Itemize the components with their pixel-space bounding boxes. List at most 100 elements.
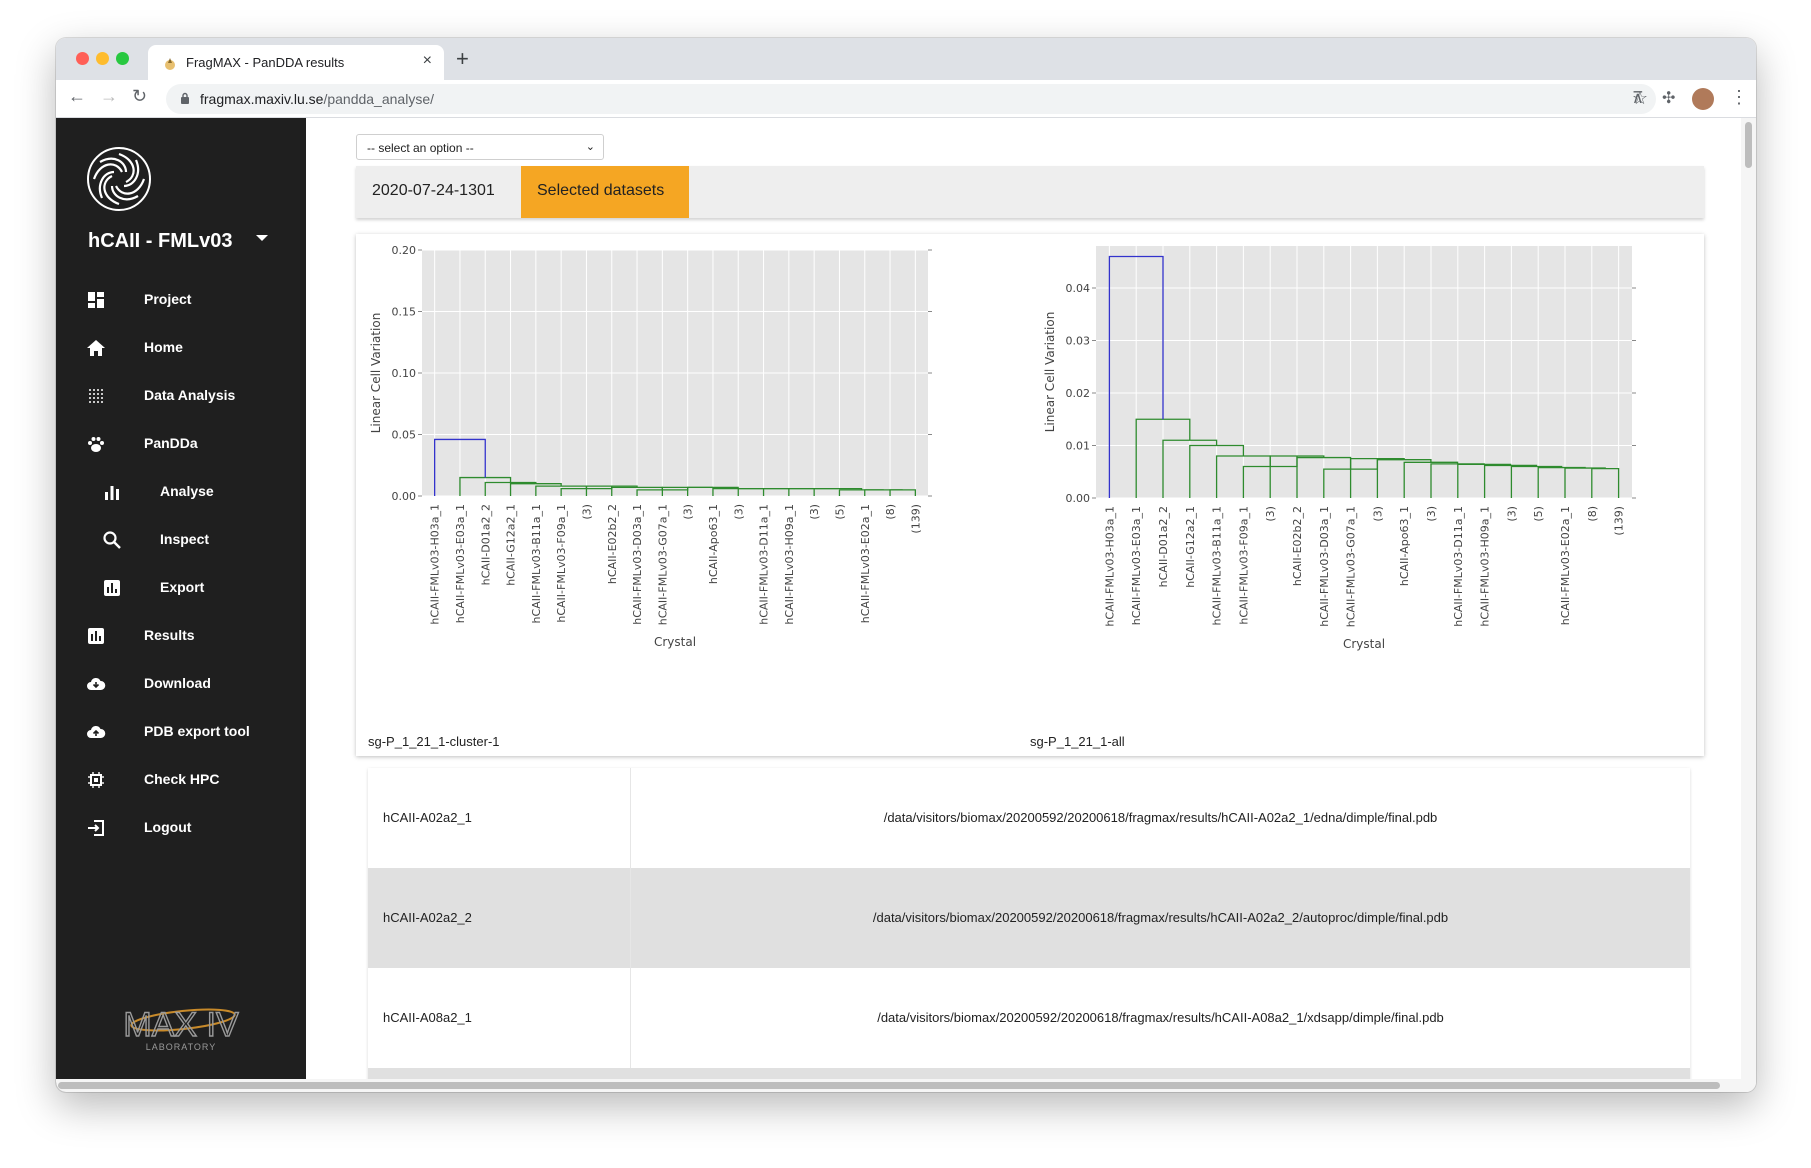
leaf-label: hCAII-FMLv03-G07a_1 — [656, 504, 669, 625]
leaf-label: hCAII-FMLv03-D03a_1 — [1318, 506, 1331, 627]
sidebar-item-data-analysis[interactable]: Data Analysis — [56, 376, 306, 416]
leaf-label: (3) — [1371, 506, 1384, 522]
sidebar-item-label: PDB export tool — [144, 723, 250, 739]
logout-icon — [88, 820, 104, 836]
sidebar-item-logout[interactable]: Logout — [56, 808, 306, 848]
search-icon — [103, 531, 121, 549]
y-tick-label: 0.04 — [1066, 282, 1091, 295]
scrollbar-thumb[interactable] — [58, 1082, 1720, 1089]
browser-window: FragMAX - PanDDA results × + ← → ↻ fragm… — [56, 38, 1756, 1092]
cloud-upload-icon — [87, 725, 106, 738]
address-bar[interactable]: fragmax.maxiv.lu.se/pandda_analyse/ ☆ — [166, 84, 1656, 114]
horizontal-scrollbar[interactable] — [56, 1079, 1741, 1092]
sidebar-item-inspect[interactable]: Inspect — [56, 520, 306, 560]
leaf-label: hCAII-FMLv03-H09a_1 — [783, 504, 796, 625]
browser-tab[interactable]: FragMAX - PanDDA results × — [148, 45, 444, 80]
table-row[interactable]: hCAII-A02a2_2 /data/visitors/biomax/2020… — [368, 868, 1690, 968]
leaf-label: hCAII-FMLv03-F09a_1 — [555, 504, 568, 623]
chart-box-icon — [104, 580, 120, 596]
dataset-select[interactable]: -- select an option -- ⌄ — [356, 134, 604, 160]
dendrogram-plots: 0.00 0.05 0.10 0.15 0.20 hCAII-FMLv03-H03a_1 h… — [369, 244, 1636, 651]
forward-icon[interactable]: → — [100, 86, 118, 106]
sidebar-item-project[interactable]: Project — [56, 280, 306, 320]
vertical-scrollbar[interactable] — [1741, 118, 1756, 1092]
url-text: fragmax.maxiv.lu.se/pandda_analyse/ — [200, 91, 434, 107]
dots-grid-icon — [89, 389, 103, 403]
puzzle-icon[interactable]: ✣ — [1662, 90, 1676, 107]
tab-close-icon[interactable]: × — [422, 52, 432, 69]
tab-run[interactable]: 2020-07-24-1301 — [372, 182, 495, 199]
minimize-window-button[interactable] — [96, 52, 109, 65]
analysis-tabs: 2020-07-24-1301 Selected datasets — [356, 166, 1704, 218]
dataset-name: hCAII-A02a2_1 — [383, 810, 472, 825]
leaf-label: hCAII-FMLv03-E03a_1 — [1130, 506, 1143, 625]
sidebar-item-label: Export — [160, 579, 205, 595]
y-tick-label: 0.03 — [1066, 335, 1091, 348]
sidebar-item-check-hpc[interactable]: Check HPC — [56, 760, 306, 800]
tab-selected-datasets[interactable]: Selected datasets — [521, 166, 689, 218]
leaf-label: (3) — [732, 504, 745, 520]
sidebar-item-label: PanDDa — [144, 435, 198, 451]
bookmark-star-icon[interactable]: ☆ — [1631, 88, 1648, 108]
leaf-label: hCAII-FMLv03-D11a_1 — [1452, 506, 1465, 627]
leaf-label: (3) — [682, 504, 695, 520]
leaf-label: hCAII-G12a2_1 — [505, 504, 518, 586]
x-axis-label: Crystal — [654, 635, 696, 649]
leaf-label: (3) — [1425, 506, 1438, 522]
dendrogram-link — [838, 489, 884, 496]
y-tick-label: 0.10 — [392, 367, 417, 380]
leaf-label: (3) — [1505, 506, 1518, 522]
dendrogram-link — [1483, 464, 1538, 498]
dendrogram-link — [434, 438, 486, 496]
x-axis-label: Crystal — [1343, 637, 1385, 651]
close-window-button[interactable] — [76, 52, 89, 65]
back-icon[interactable]: ← — [68, 86, 86, 106]
sidebar-item-export[interactable]: Export — [56, 568, 306, 608]
y-tick-label: 0.01 — [1066, 440, 1091, 453]
table-row[interactable]: hCAII-A02a2_1 /data/visitors/biomax/2020… — [368, 768, 1690, 868]
bar-chart-icon — [105, 486, 119, 500]
leaf-label: (5) — [833, 504, 846, 520]
leaf-label: hCAII-FMLv03-D11a_1 — [758, 504, 771, 625]
leaf-label: hCAII-FMLv03-H09a_1 — [1479, 506, 1492, 627]
cloud-download-icon — [87, 677, 106, 690]
leaf-label: hCAII-FMLv03-E02a_1 — [1559, 506, 1572, 625]
maxiv-logo: MAX IV LABORATORY — [123, 1005, 240, 1052]
column-divider — [630, 968, 631, 1068]
leaf-label: (8) — [884, 504, 897, 520]
plot-caption-all: sg-P_1_21_1-all — [1030, 734, 1125, 749]
leaf-label: (139) — [909, 504, 922, 534]
tab-strip: FragMAX - PanDDA results × + — [56, 38, 1756, 80]
dendrogram-link — [712, 487, 764, 496]
leaf-label: hCAII-G12a2_1 — [1184, 506, 1197, 588]
kebab-menu-icon[interactable]: ⋮ — [1730, 87, 1748, 107]
leaf-label: hCAII-D01a2_2 — [1157, 506, 1170, 587]
scrollbar-thumb[interactable] — [1745, 122, 1752, 168]
sidebar-item-pandda[interactable]: PanDDa — [56, 424, 306, 464]
profile-avatar[interactable] — [1692, 88, 1714, 110]
y-tick-label: 0.00 — [392, 490, 417, 503]
reload-icon[interactable]: ↻ — [132, 86, 148, 106]
table-row[interactable]: hCAII-A08a2_1 /data/visitors/biomax/2020… — [368, 968, 1690, 1068]
new-tab-button[interactable]: + — [456, 46, 469, 71]
dashboard-icon — [88, 292, 104, 308]
sidebar-item-pdb-export-tool[interactable]: PDB export tool — [56, 712, 306, 752]
main-content: -- select an option -- ⌄ 2020-07-24-1301… — [306, 118, 1741, 1092]
sidebar-item-home[interactable]: Home — [56, 328, 306, 368]
leaf-label: hCAII-D01a2_2 — [479, 504, 492, 585]
sidebar-item-results[interactable]: Results — [56, 616, 306, 656]
leaf-label: (8) — [1586, 506, 1599, 522]
y-tick-label: 0.02 — [1066, 387, 1091, 400]
tab-title: FragMAX - PanDDA results — [186, 55, 345, 70]
sidebar-item-label: Logout — [144, 819, 192, 835]
project-selector[interactable]: hCAII - FMLv03 — [88, 230, 233, 252]
maxiv-logo-subtext: LABORATORY — [146, 1042, 217, 1052]
chevron-down-icon[interactable] — [256, 235, 268, 241]
leaf-label: hCAII-FMLv03-G07a_1 — [1345, 506, 1358, 627]
zoom-window-button[interactable] — [116, 52, 129, 65]
lock-icon — [181, 92, 189, 104]
sidebar-item-analyse[interactable]: Analyse — [56, 472, 306, 512]
extension-icon[interactable]: ⊼ — [1632, 90, 1644, 107]
sidebar-item-download[interactable]: Download — [56, 664, 306, 704]
leaf-label: hCAII-Apo63_1 — [1398, 506, 1411, 586]
